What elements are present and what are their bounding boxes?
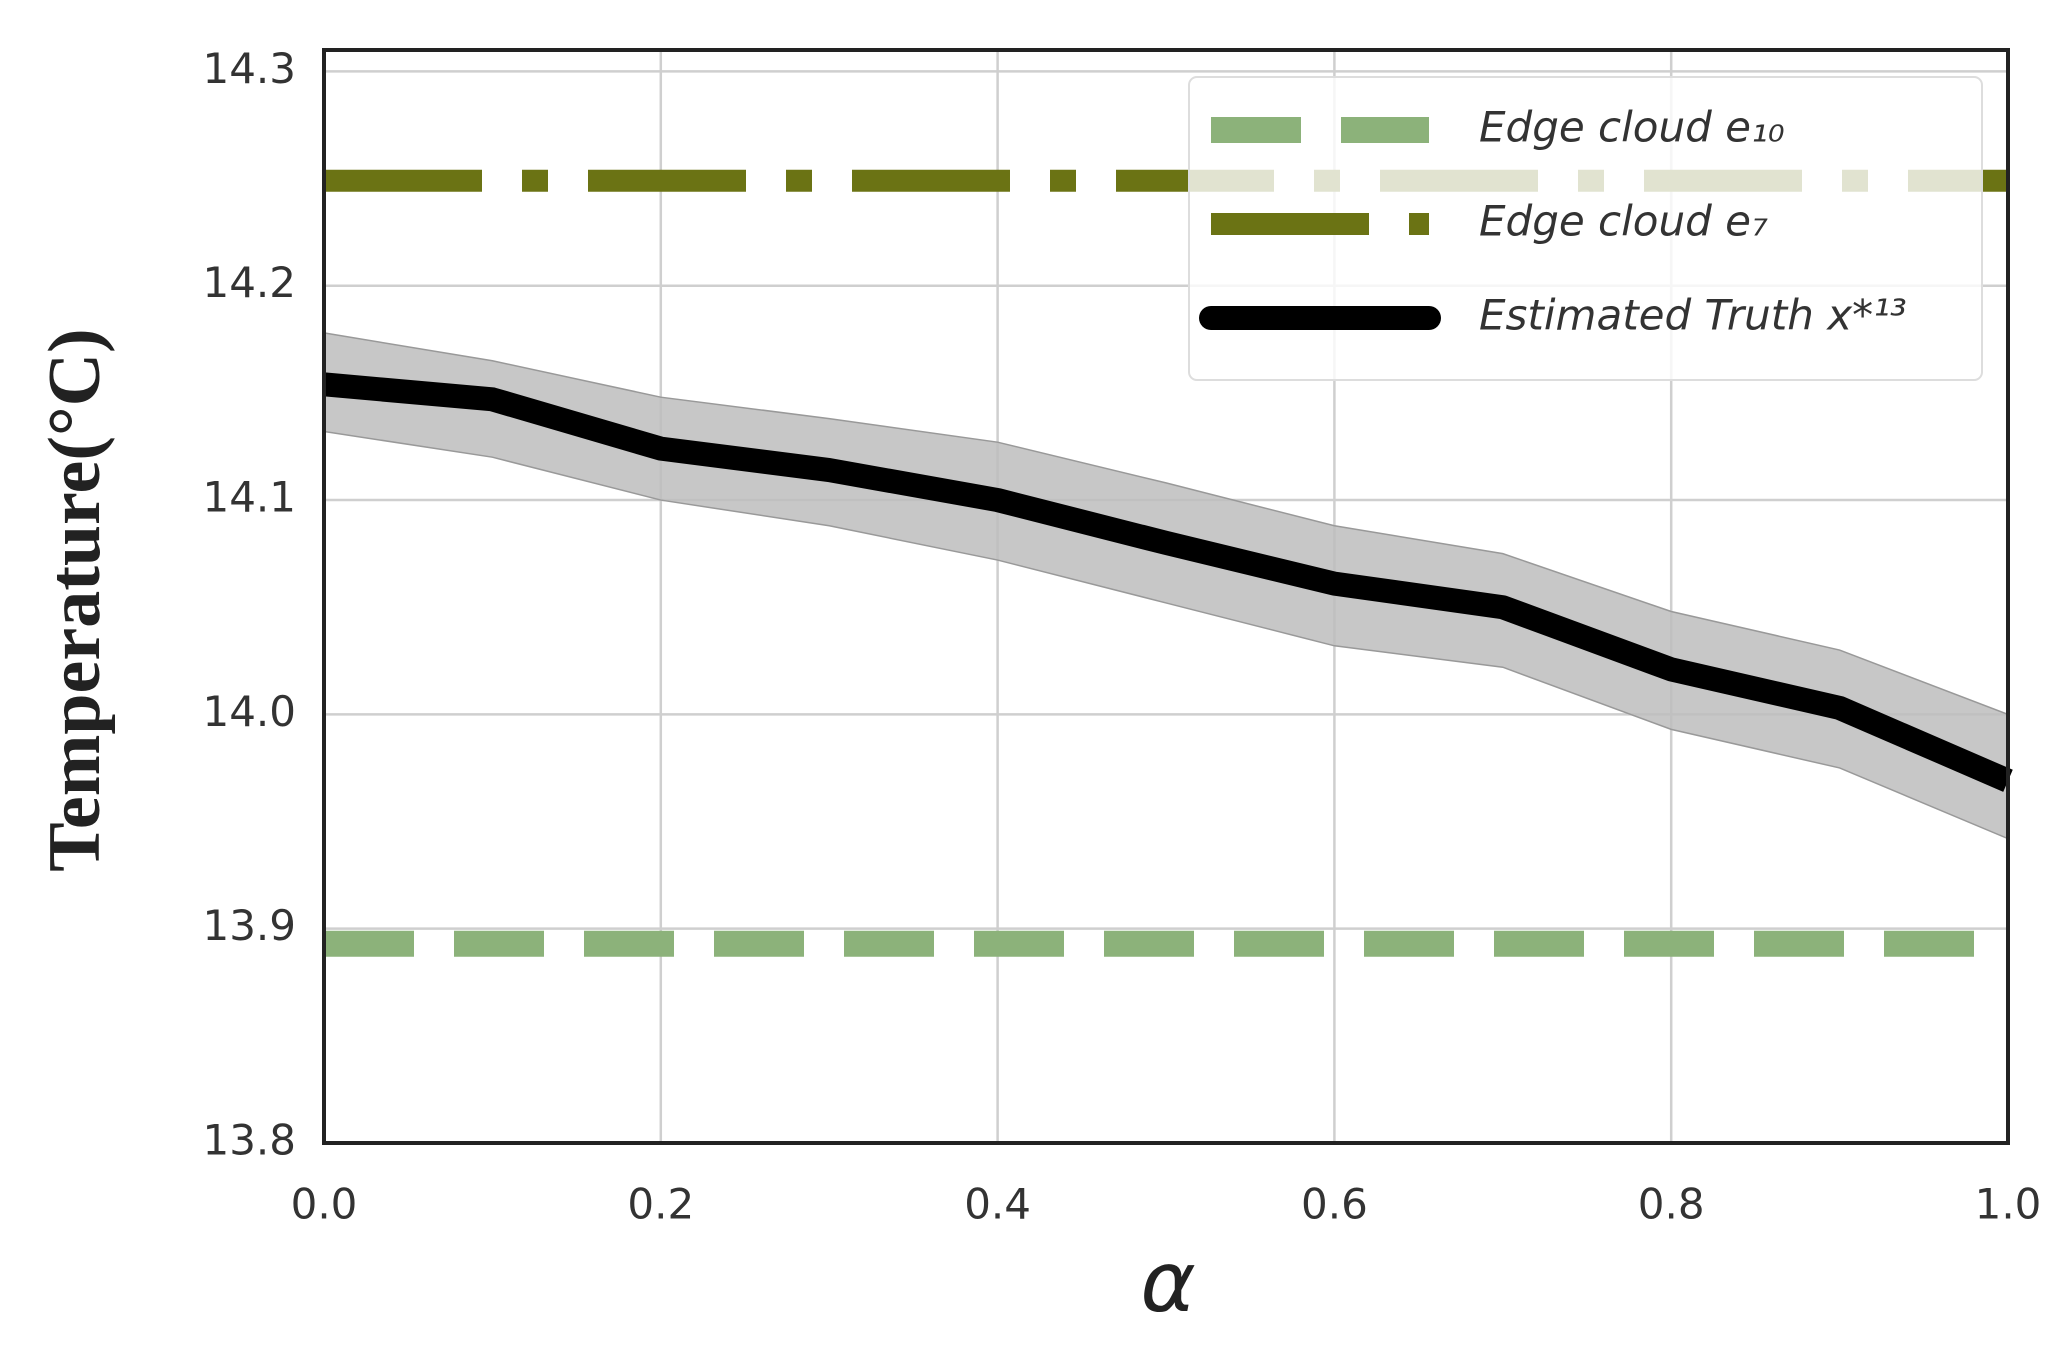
legend-label: Edge cloud e₁₀: [1479, 103, 1785, 152]
y-tick-label: 14.1: [202, 473, 296, 522]
y-tick-label: 14.0: [202, 687, 296, 736]
x-tick-label: 1.0: [1975, 1180, 2042, 1229]
x-tick-label: 0.4: [964, 1180, 1031, 1229]
legend-label: Edge cloud e₇: [1479, 197, 1768, 246]
x-tick-label: 0.0: [291, 1180, 358, 1229]
x-tick-label: 0.8: [1638, 1180, 1705, 1229]
confidence-band: [323, 332, 2009, 840]
y-tick-label: 13.9: [202, 901, 296, 950]
x-tick-label: 0.2: [627, 1180, 694, 1229]
series-line: [322, 372, 2013, 792]
legend-label: Estimated Truth x*¹³: [1479, 291, 1907, 340]
y-axis-label: Temperature(°C): [34, 328, 116, 871]
y-tick-label: 14.2: [202, 258, 296, 307]
plot-frame: [322, 48, 2010, 1145]
x-axis-label: α: [1140, 1233, 1195, 1331]
y-tick-label: 13.8: [202, 1116, 296, 1165]
x-tick-label: 0.6: [1301, 1180, 1368, 1229]
y-tick-label: 14.3: [202, 44, 296, 93]
legend-box: [1188, 76, 1983, 381]
